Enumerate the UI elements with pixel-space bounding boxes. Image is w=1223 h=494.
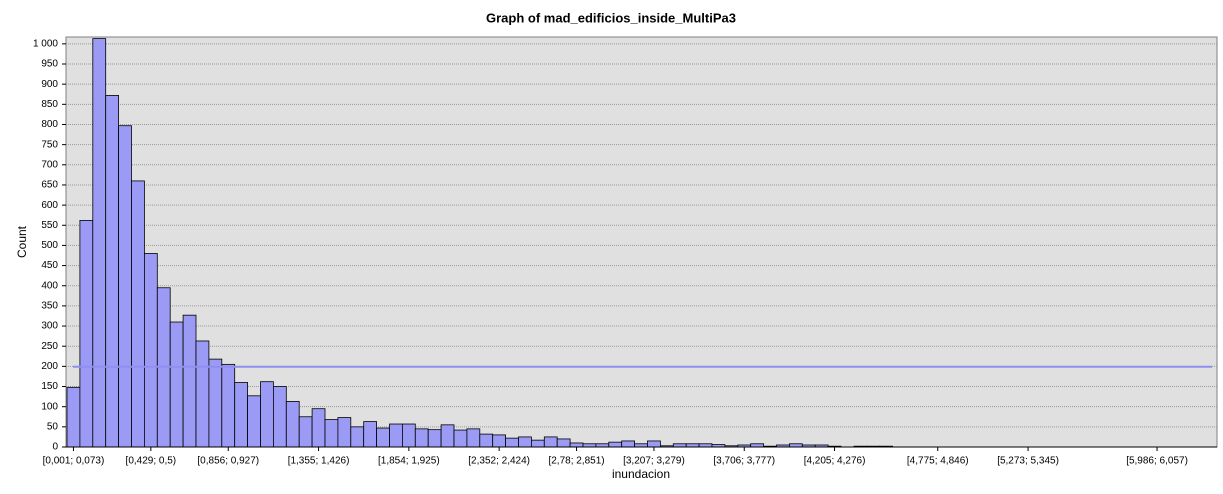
x-tick-label: [1,854; 1,925) (378, 456, 440, 467)
bar (247, 395, 261, 448)
bar (285, 401, 300, 448)
y-tick-label: 250 (41, 341, 58, 352)
bar (221, 363, 236, 448)
x-tick-label: [0,429; 0,5) (126, 456, 177, 467)
x-tick-label: [2,352; 2,424) (468, 456, 530, 467)
bar (531, 439, 545, 448)
y-tick-label: 550 (41, 220, 58, 231)
bar (208, 358, 223, 448)
y-tick-label: 50 (47, 421, 59, 432)
bar (621, 440, 636, 448)
bar (66, 386, 81, 448)
bar (427, 429, 442, 448)
bar (479, 433, 494, 448)
bar (131, 180, 145, 448)
bar (505, 437, 519, 448)
x-tick-label: [3,706; 3,777) (713, 456, 775, 467)
bar (440, 424, 455, 448)
bar (401, 423, 416, 448)
bar (272, 386, 287, 448)
bar (105, 95, 119, 448)
y-tick-label: 200 (41, 361, 58, 372)
y-tick-label: 400 (41, 280, 58, 291)
bar (492, 434, 507, 448)
y-tick-label: 350 (41, 301, 58, 312)
bar (92, 38, 107, 448)
bar (518, 436, 532, 448)
bar (324, 419, 339, 448)
x-tick-label: [3,207; 3,279) (623, 456, 685, 467)
y-tick-label: 650 (41, 180, 58, 191)
y-axis-title: Count (15, 225, 29, 258)
x-tick-label: [0,001; 0,073) (43, 456, 105, 467)
y-tick-label: 300 (41, 321, 58, 332)
bar (414, 428, 429, 448)
bar (389, 423, 403, 448)
x-tick-label: [5,986; 6,057) (1126, 456, 1188, 467)
bar (350, 426, 365, 448)
x-tick-label: [1,355; 1,426) (288, 456, 350, 467)
bar (569, 442, 584, 448)
y-tick-label: 150 (41, 381, 58, 392)
bar (453, 429, 468, 448)
bar (363, 421, 378, 448)
bar (311, 408, 326, 448)
bar (169, 321, 184, 448)
y-tick-label: 800 (41, 119, 58, 130)
bar (143, 253, 158, 448)
y-tick-label: 950 (41, 59, 58, 70)
bar (182, 314, 197, 448)
y-tick-label: 850 (41, 99, 58, 110)
bar (79, 220, 94, 448)
y-tick-label: 450 (41, 260, 58, 271)
bar (118, 125, 132, 448)
y-tick-label: 900 (41, 79, 58, 90)
bar (466, 428, 481, 448)
bar (260, 381, 274, 448)
chart-title: Graph of mad_edificios_inside_MultiPa3 (486, 10, 736, 25)
y-tick-label: 1 000 (33, 38, 58, 49)
bar (556, 438, 571, 448)
bar (298, 416, 313, 448)
y-tick-label: 750 (41, 139, 58, 150)
y-tick-label: 600 (41, 200, 58, 211)
bar (376, 427, 390, 448)
y-tick-label: 500 (41, 240, 58, 251)
x-tick-label: [2,78; 2,851) (548, 456, 604, 467)
bar (543, 436, 558, 448)
bar (337, 417, 352, 448)
bar (608, 441, 623, 448)
y-tick-label: 0 (52, 442, 58, 453)
bar (647, 440, 661, 448)
y-tick-label: 100 (41, 401, 58, 412)
plot-area (65, 36, 1218, 448)
x-tick-label: [4,205; 4,276) (804, 456, 866, 467)
y-tick-label: 700 (41, 159, 58, 170)
x-tick-label: [0,856; 0,927) (197, 456, 259, 467)
x-axis-title: inundacion (612, 467, 670, 481)
x-tick-label: [5,273; 5,345) (997, 456, 1059, 467)
bar (195, 340, 210, 448)
x-tick-label: [4,775; 4,846) (907, 456, 969, 467)
bar (234, 382, 248, 448)
